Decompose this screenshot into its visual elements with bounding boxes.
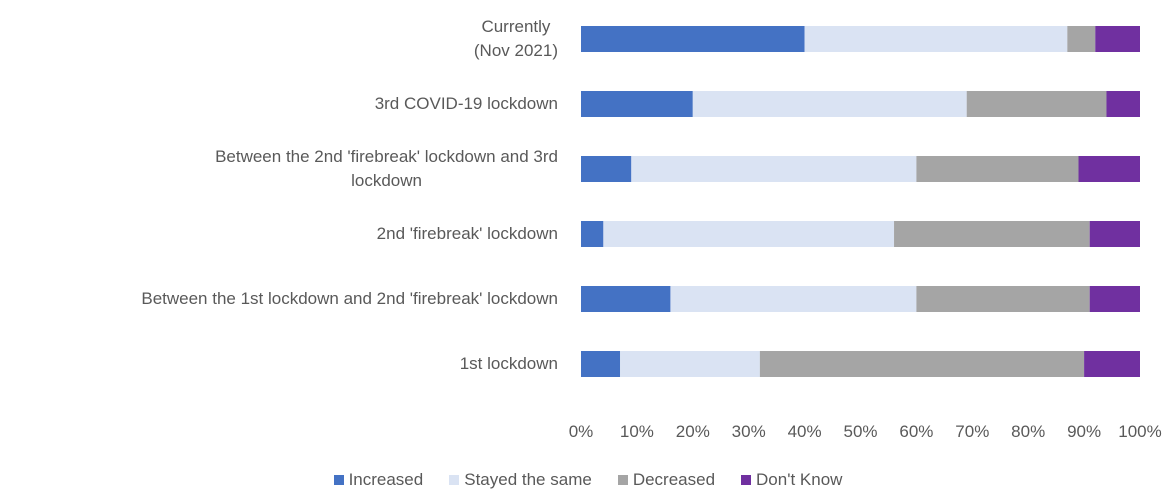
bar-segment [916, 156, 1079, 182]
legend-item: Don't Know [741, 470, 842, 490]
bar-segment [1106, 91, 1140, 117]
bar-segment [581, 286, 671, 312]
legend-swatch [617, 475, 628, 485]
bar-segment [1078, 156, 1140, 182]
x-tick-label: 70% [955, 422, 990, 441]
bar-segment [916, 286, 1090, 312]
category-label: 3rd COVID-19 lockdown [374, 94, 558, 113]
x-tick-label: 80% [1011, 422, 1046, 441]
bar-segment [581, 221, 604, 247]
x-tick-label: 100% [1118, 422, 1162, 441]
bar-segment [759, 351, 1085, 377]
legend-item: Decreased [617, 470, 716, 490]
legend-label: Stayed the same [464, 470, 592, 489]
legend-item: Stayed the same [449, 470, 592, 490]
category-label: Currently (Nov 2021) [473, 17, 558, 60]
bar-segment [1067, 26, 1096, 52]
x-tick-label: 0% [568, 422, 594, 441]
bar-segment [581, 26, 805, 52]
legend-swatch [333, 475, 344, 485]
bar-segment [620, 351, 760, 377]
bar-segment [581, 351, 621, 377]
bar-segment [692, 91, 967, 117]
legend-label: Don't Know [756, 470, 843, 489]
bar-segment [966, 91, 1107, 117]
x-tick-label: 60% [899, 422, 934, 441]
bar-segment [804, 26, 1068, 52]
x-tick-label: 50% [843, 422, 878, 441]
bar-segment [1089, 286, 1140, 312]
legend: Increased Stayed the same Decreased Don't K… [0, 470, 1176, 490]
bar-segment [894, 221, 1090, 247]
x-tick-label: 20% [675, 422, 710, 441]
legend-label: Increased [348, 470, 424, 489]
bar-segment [1095, 26, 1140, 52]
bar-segment [670, 286, 917, 312]
x-tick-label: 40% [787, 422, 822, 441]
bar-segment [581, 156, 632, 182]
x-tick-label: 30% [731, 422, 766, 441]
x-tick-label: 10% [619, 422, 654, 441]
x-tick-label: 90% [1067, 422, 1102, 441]
bar-segment [1089, 221, 1140, 247]
category-label: 1st lockdown [459, 354, 558, 373]
legend-label: Decreased [632, 470, 716, 489]
legend-swatch [741, 475, 752, 485]
bar-segment [581, 91, 693, 117]
legend-item: Increased [333, 470, 424, 490]
legend-swatch [449, 475, 460, 485]
category-label: 2nd 'firebreak' lockdown [376, 224, 558, 243]
bar-segment [1084, 351, 1140, 377]
category-label: Between the 1st lockdown and 2nd 'firebr… [141, 289, 558, 308]
category-label: Between the 2nd 'firebreak' lockdown and… [215, 147, 558, 190]
bar-segment [631, 156, 917, 182]
bar-segment [603, 221, 895, 247]
